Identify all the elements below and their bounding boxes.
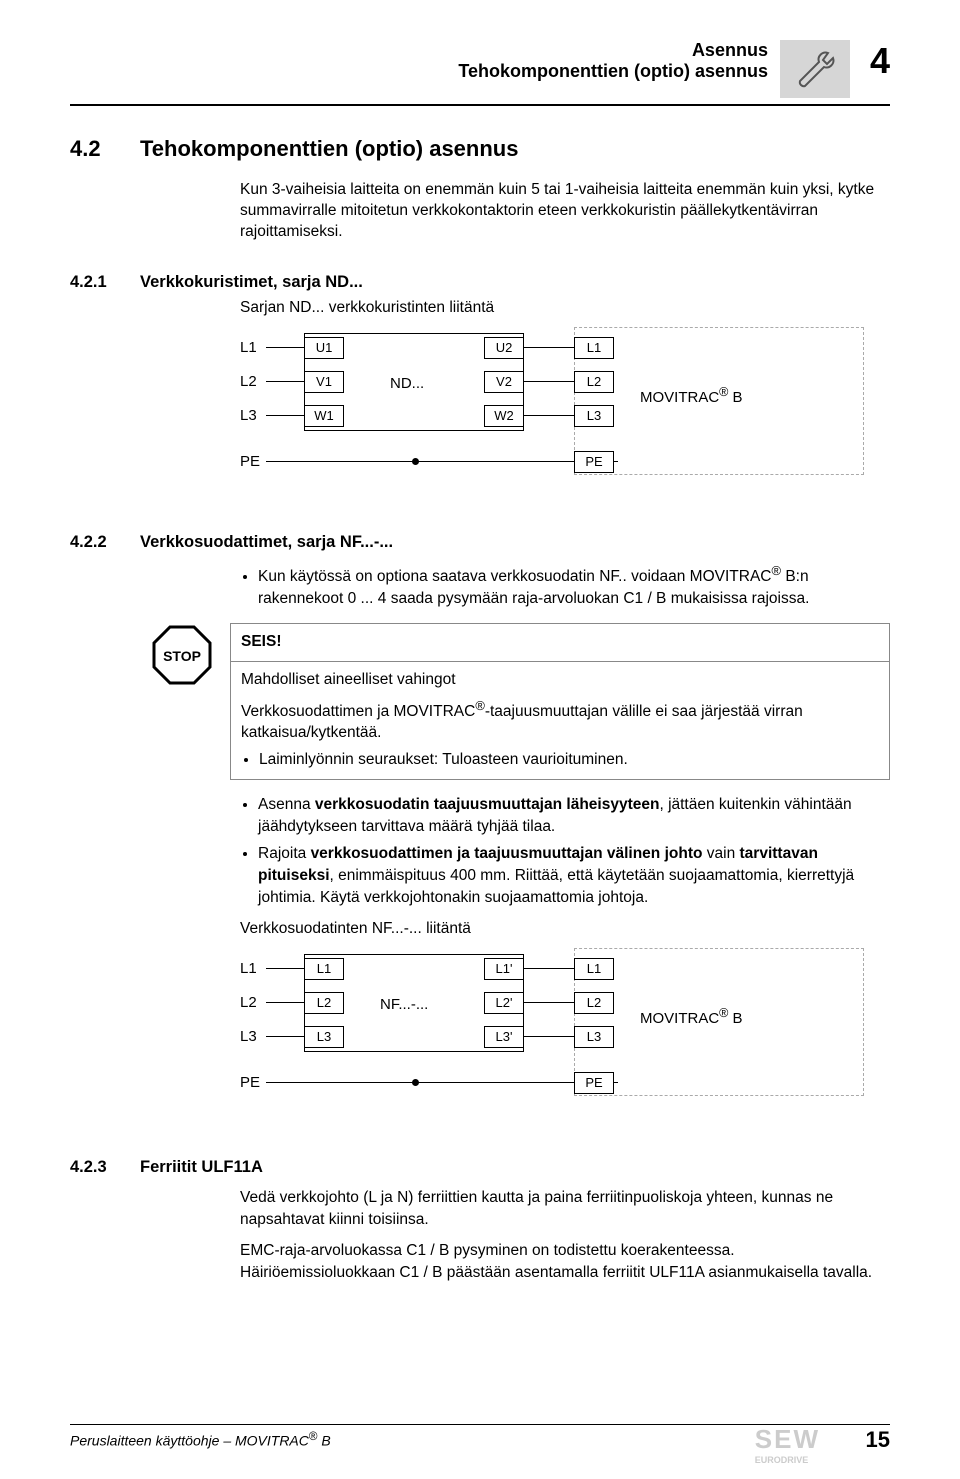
sec-title: Tehokomponenttien (optio) asennus xyxy=(140,136,518,162)
sec423-p2: EMC-raja-arvoluokassa C1 / B pysyminen o… xyxy=(240,1240,890,1283)
d1-left-v1: V1 xyxy=(304,371,344,393)
d2-in-l1: L1 xyxy=(240,960,257,977)
d2-right-l3p: L3' xyxy=(484,1026,524,1048)
footer-text: Peruslaitteen käyttöohje – MOVITRAC® B xyxy=(70,1430,331,1449)
intro-paragraph: Kun 3-vaiheisia laitteita on enemmän kui… xyxy=(240,180,890,243)
d2-out-l3: L3 xyxy=(574,1026,614,1048)
stop-body: Mahdolliset aineelliset vahingot Verkkos… xyxy=(231,662,890,780)
sec423-p1: Vedä verkkojohto (L ja N) ferriittien ka… xyxy=(240,1187,890,1230)
d2-left-l3: L3 xyxy=(304,1026,344,1048)
diagram-1: L1 L2 L3 PE U1 V1 W1 ND... U2 V2 W2 L1 L… xyxy=(240,333,890,503)
d2-out-l2: L2 xyxy=(574,992,614,1014)
d1-left-w1: W1 xyxy=(304,405,344,427)
pe-node-icon xyxy=(412,1079,419,1086)
sub-title: Verkkokuristimet, sarja ND... xyxy=(140,273,363,292)
page-header: Asennus Tehokomponenttien (optio) asennu… xyxy=(70,40,890,98)
d1-out-l1: L1 xyxy=(574,337,614,359)
header-title: Asennus xyxy=(458,40,768,61)
d1-in-l1: L1 xyxy=(240,339,257,356)
section-4-2-3-heading: 4.2.3 Ferriitit ULF11A xyxy=(70,1158,890,1177)
header-text: Asennus Tehokomponenttien (optio) asennu… xyxy=(458,40,768,82)
after-bullets: Asenna verkkosuodatin taajuusmuuttajan l… xyxy=(240,794,890,908)
section-4-2-heading: 4.2 Tehokomponenttien (optio) asennus xyxy=(70,136,890,162)
d2-device-label: MOVITRAC® B xyxy=(640,1006,743,1027)
header-rule xyxy=(70,104,890,106)
sub-num: 4.2.2 xyxy=(70,533,120,552)
stop-warning: STOP SEIS! Mahdolliset aineelliset vahin… xyxy=(150,623,890,780)
after-b1: Asenna verkkosuodatin taajuusmuuttajan l… xyxy=(258,794,890,837)
pe-node-icon xyxy=(412,458,419,465)
sub-num: 4.2.1 xyxy=(70,273,120,292)
header-subtitle: Tehokomponenttien (optio) asennus xyxy=(458,61,768,82)
diagram-2: L1 L2 L3 PE L1 L2 L3 NF...-... L1' L2' L… xyxy=(240,954,890,1124)
after-b2: Rajoita verkkosuodattimen ja taajuusmuut… xyxy=(258,843,890,908)
d1-device-label: MOVITRAC® B xyxy=(640,385,743,406)
sub-title: Ferriitit ULF11A xyxy=(140,1158,263,1177)
d2-in-pe: PE xyxy=(240,1074,260,1091)
wrench-icon xyxy=(780,40,850,98)
svg-text:STOP: STOP xyxy=(163,648,201,664)
d2-comp-label: NF...-... xyxy=(380,996,428,1013)
d1-out-l2: L2 xyxy=(574,371,614,393)
section-4-2-1-heading: 4.2.1 Verkkokuristimet, sarja ND... xyxy=(70,273,890,292)
d2-right-l1p: L1' xyxy=(484,958,524,980)
d1-out-pe: PE xyxy=(574,451,614,473)
footer-brand: SEWEURODRIVE xyxy=(755,1424,820,1465)
sub-num: 4.2.3 xyxy=(70,1158,120,1177)
d1-right-w2: W2 xyxy=(484,405,524,427)
chapter-number: 4 xyxy=(870,40,890,82)
d2-left-l1: L1 xyxy=(304,958,344,980)
footer-page-number: 15 xyxy=(866,1427,890,1453)
d2-in-l3: L3 xyxy=(240,1028,257,1045)
stop-head: SEIS! xyxy=(231,624,890,662)
d1-out-l3: L3 xyxy=(574,405,614,427)
sec421-caption: Sarjan ND... verkkokuristinten liitäntä xyxy=(240,298,890,319)
stop-table: SEIS! Mahdolliset aineelliset vahingot V… xyxy=(230,623,890,780)
d2-out-l1: L1 xyxy=(574,958,614,980)
d2-out-pe: PE xyxy=(574,1072,614,1094)
sec422-bullet-1: Kun käytössä on optiona saatava verkkosu… xyxy=(258,562,890,610)
sec-num: 4.2 xyxy=(70,136,116,162)
d1-in-pe: PE xyxy=(240,453,260,470)
d2-left-l2: L2 xyxy=(304,992,344,1014)
d1-right-v2: V2 xyxy=(484,371,524,393)
stop-icon: STOP xyxy=(150,623,214,687)
sec422-bullets: Kun käytössä on optiona saatava verkkosu… xyxy=(240,562,890,610)
section-4-2-2-heading: 4.2.2 Verkkosuodattimet, sarja NF...-... xyxy=(70,533,890,552)
d1-left-u1: U1 xyxy=(304,337,344,359)
d2-right-l2p: L2' xyxy=(484,992,524,1014)
sec422-caption2: Verkkosuodatinten NF...-... liitäntä xyxy=(240,918,890,940)
d1-right-u2: U2 xyxy=(484,337,524,359)
d1-in-l3: L3 xyxy=(240,407,257,424)
d2-in-l2: L2 xyxy=(240,994,257,1011)
sub-title: Verkkosuodattimet, sarja NF...-... xyxy=(140,533,393,552)
d1-comp-label: ND... xyxy=(390,375,424,392)
d1-in-l2: L2 xyxy=(240,373,257,390)
